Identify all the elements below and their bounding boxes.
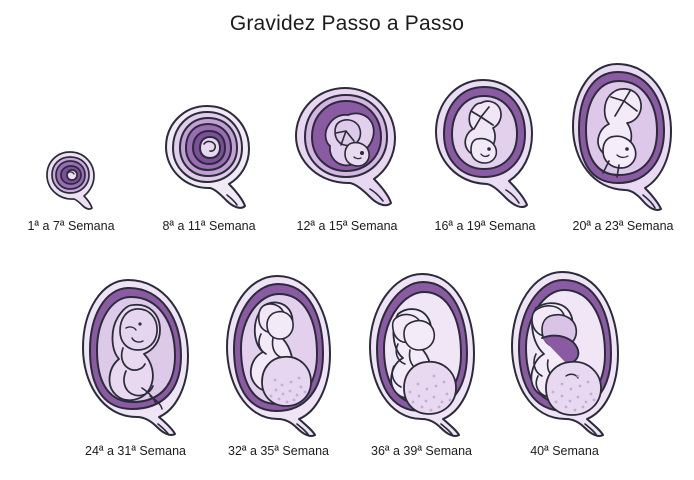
- figure-wrap: [506, 271, 624, 438]
- stage-caption: 36ª a 39ª Semana: [371, 444, 472, 458]
- figure-wrap: [567, 63, 679, 213]
- fetus-32-35-icon: [225, 275, 331, 438]
- figure-wrap: [44, 63, 98, 213]
- stage-item-40-semana: 40ª Semana: [493, 271, 636, 458]
- embryo-spiral-tiny-icon: [46, 151, 95, 210]
- stage-caption: 20ª a 23ª Semana: [572, 219, 674, 233]
- stage-item-24-31-semana: 24ª a 31ª Semana: [64, 273, 207, 458]
- embryo-spiral-small-icon: [165, 105, 250, 209]
- stage-item-16-19-semana: 16ª a 19ª Semana: [416, 63, 554, 233]
- stage-caption: 1ª a 7ª Semana: [27, 219, 115, 233]
- stage-row-second: 24ª a 31ª Semana: [0, 258, 694, 458]
- fetus-12-15-icon: [295, 87, 396, 207]
- fetus-40-icon: [510, 271, 619, 438]
- stage-item-1-7-semana: 1ª a 7ª Semana: [2, 63, 140, 233]
- stage-caption: 12ª a 15ª Semana: [296, 219, 398, 233]
- stage-caption: 40ª Semana: [530, 444, 599, 458]
- figure-wrap: [76, 273, 196, 438]
- fetus-16-19-icon: [435, 79, 533, 208]
- page-title: Gravidez Passo a Passo: [229, 12, 465, 35]
- stage-item-36-39-semana: 36ª a 39ª Semana: [350, 273, 493, 458]
- fetus-20-23-icon: [572, 63, 672, 211]
- stage-caption: 24ª a 31ª Semana: [85, 444, 186, 458]
- stage-item-12-15-semana: 12ª a 15ª Semana: [278, 63, 416, 233]
- figure-wrap: [292, 63, 402, 213]
- figure-wrap: [364, 273, 480, 438]
- figure-wrap: [221, 273, 337, 438]
- figure-wrap: [431, 63, 539, 213]
- fetus-24-31-icon: [81, 279, 189, 437]
- stage-caption: 8ª a 11ª Semana: [162, 219, 256, 233]
- fetus-36-39-icon: [368, 273, 475, 438]
- stage-row-first: 1ª a 7ª Semana 8ª a 11ª Semana: [0, 48, 694, 233]
- stage-caption: 32ª a 35ª Semana: [228, 444, 329, 458]
- stage-caption: 16ª a 19ª Semana: [434, 219, 536, 233]
- stage-item-32-35-semana: 32ª a 35ª Semana: [207, 273, 350, 458]
- stage-item-20-23-semana: 20ª a 23ª Semana: [554, 63, 692, 233]
- stage-item-8-11-semana: 8ª a 11ª Semana: [140, 63, 278, 233]
- figure-wrap: [163, 63, 255, 213]
